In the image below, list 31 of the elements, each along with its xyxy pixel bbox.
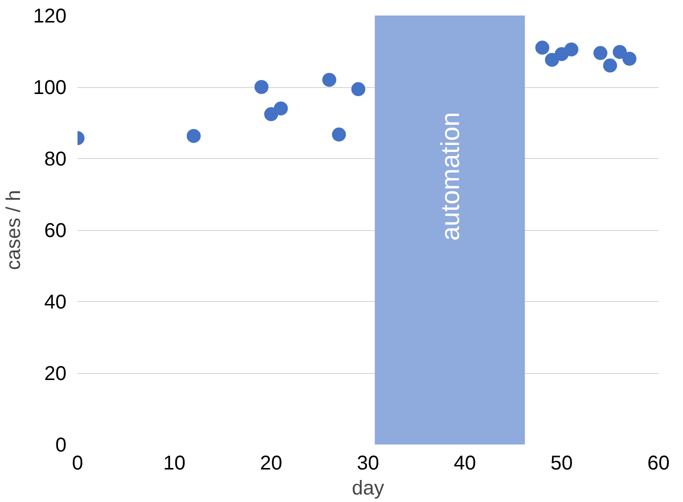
y-tick-label: 100 <box>33 77 67 99</box>
y-axis-title: cases / h <box>3 190 26 270</box>
point <box>186 128 201 143</box>
point <box>274 101 288 116</box>
x-tick-label: 40 <box>454 452 476 474</box>
point <box>254 80 268 94</box>
point <box>564 42 578 56</box>
y-tick-label: 60 <box>44 220 67 242</box>
x-tick-label: 30 <box>356 452 380 474</box>
point <box>332 128 346 142</box>
x-tick-label: 20 <box>260 452 282 474</box>
point <box>544 52 559 67</box>
x-axis-title: day <box>352 478 384 500</box>
y-tick-label: 0 <box>55 434 66 456</box>
x-tick-label: 60 <box>647 452 670 474</box>
y-tick-label: 40 <box>44 292 67 314</box>
x-tick-label: 10 <box>163 452 186 474</box>
point <box>593 46 608 60</box>
point <box>612 44 627 59</box>
point <box>622 52 636 66</box>
band-label: automation <box>434 112 465 241</box>
y-tick-label: 20 <box>44 363 67 385</box>
y-tick-label: 120 <box>33 6 67 28</box>
point <box>535 40 550 55</box>
y-tick-label: 80 <box>44 148 67 170</box>
point <box>351 82 366 96</box>
x-tick-label: 50 <box>550 452 573 474</box>
x-tick-label: 0 <box>72 452 84 474</box>
point <box>264 107 278 122</box>
point <box>322 72 336 87</box>
point <box>603 58 618 73</box>
